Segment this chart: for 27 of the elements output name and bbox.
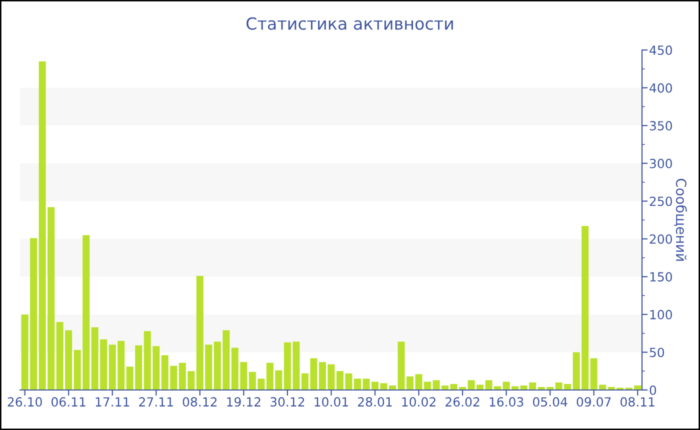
x-tick-label: 16.03 [490,397,524,407]
y-tick-label: 250 [650,196,672,206]
x-tick-label: 26.02 [446,397,480,407]
y-tick-label: 100 [650,310,672,320]
x-tick-label: 09.07 [576,397,611,407]
x-tick-label: 06.11 [52,397,86,407]
y-axis-title: Сообщений [674,178,687,261]
x-tick-label: 27.11 [139,397,173,406]
y-tick-label: 200 [650,234,672,244]
y-tick-label: 350 [650,121,672,130]
y-tick-label: 300 [650,158,672,168]
x-tick-label: 26.10 [8,397,42,407]
chart-title: Статистика активности [246,17,453,30]
y-tick-label: 0 [650,385,656,395]
y-tick-label: 50 [650,348,664,358]
x-tick-label: 10.01 [314,397,348,407]
x-tick-label: 05.04 [533,397,568,407]
x-tick-label: 30.12 [270,397,304,407]
x-tick-label: 08.12 [182,397,217,407]
x-tick-label: 28.01 [358,397,392,407]
x-tick-label: 10.02 [402,397,436,407]
y-tick-label: 400 [650,83,672,93]
y-tick-label: 150 [650,272,672,282]
y-tick-label: 450 [650,45,672,55]
x-tick-label: 08.11 [620,397,654,407]
x-tick-label: 19.12 [227,397,260,407]
x-tick-label: 17.11 [96,397,130,406]
